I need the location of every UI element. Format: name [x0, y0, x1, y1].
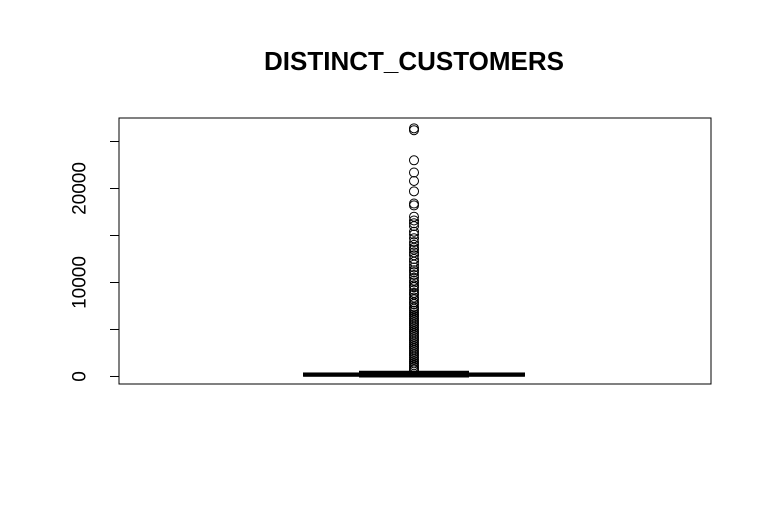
outlier-point	[409, 267, 419, 278]
outlier-point	[409, 365, 419, 376]
outlier-point	[409, 237, 419, 248]
outlier-point	[409, 175, 419, 186]
y-tick-label: 20000	[70, 162, 91, 215]
outlier-point	[409, 215, 419, 226]
outlier-point	[409, 277, 419, 288]
outlier-point	[409, 259, 419, 270]
y-axis: 0 10000 20000	[70, 140, 120, 382]
y-tick-label: 0	[70, 371, 91, 382]
boxplot	[303, 370, 525, 378]
outlier-point	[409, 186, 419, 197]
outlier-point	[409, 262, 419, 273]
outlier-point	[409, 239, 419, 250]
outlier-point	[409, 155, 419, 166]
outlier-point	[409, 200, 419, 211]
outlier-point	[409, 198, 419, 209]
outlier-point	[409, 282, 419, 293]
outlier-point	[409, 125, 419, 136]
outlier-point	[409, 229, 419, 240]
outlier-point	[409, 123, 419, 134]
outlier-point	[409, 253, 419, 264]
outlier-point	[409, 167, 419, 178]
outlier-point	[409, 218, 419, 229]
outlier-points	[409, 123, 419, 376]
outlier-point	[409, 226, 419, 237]
outlier-point	[409, 221, 419, 232]
outlier-point	[409, 299, 419, 310]
chart-title: DISTINCT_CUSTOMERS	[264, 46, 564, 76]
y-tick-label: 10000	[70, 256, 91, 309]
outlier-point	[409, 256, 419, 267]
outlier-point	[409, 269, 419, 280]
